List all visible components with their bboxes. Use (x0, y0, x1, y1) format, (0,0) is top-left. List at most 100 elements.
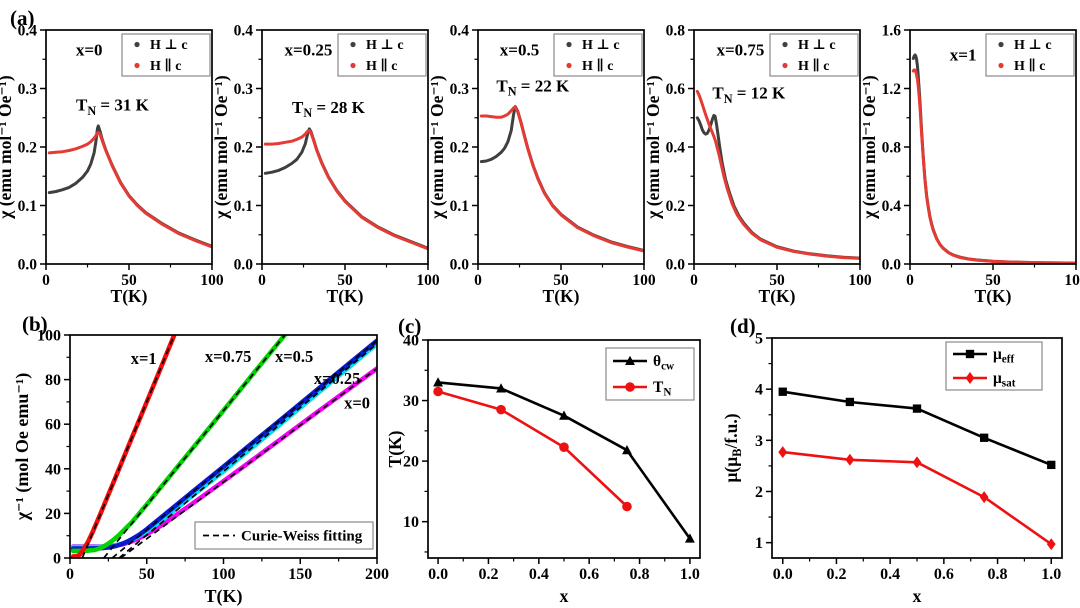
svg-text:T(K): T(K) (205, 586, 243, 607)
svg-text:0: 0 (474, 272, 482, 289)
svg-text:20: 20 (45, 506, 61, 523)
svg-text:0.0: 0.0 (450, 257, 470, 274)
svg-text:0.2: 0.2 (666, 198, 686, 215)
svg-text:5: 5 (755, 331, 763, 348)
svg-text:H ⊥ c: H ⊥ c (150, 38, 188, 53)
svg-text:0.0: 0.0 (666, 257, 686, 274)
svg-text:3: 3 (755, 433, 763, 450)
svg-text:x=1: x=1 (131, 349, 157, 368)
svg-text:H ∥ c: H ∥ c (582, 58, 614, 74)
svg-text:x=0: x=0 (76, 41, 103, 60)
svg-text:0.2: 0.2 (234, 140, 254, 157)
svg-text:0: 0 (42, 272, 50, 289)
svg-text:0.8: 0.8 (882, 140, 902, 157)
svg-text:1.0: 1.0 (680, 566, 700, 583)
svg-text:0.1: 0.1 (234, 198, 253, 215)
svg-text:T(K): T(K) (543, 286, 580, 306)
svg-text:x: x (560, 586, 569, 606)
svg-text:0: 0 (690, 272, 698, 289)
svg-text:0: 0 (66, 566, 74, 583)
svg-text:0.4: 0.4 (18, 23, 38, 40)
svg-text:0.0: 0.0 (234, 257, 254, 274)
panel-label-c: (c) (398, 314, 422, 338)
svg-text:x=0.25: x=0.25 (285, 41, 333, 60)
svg-text:100: 100 (37, 328, 61, 345)
svg-text:0.4: 0.4 (450, 23, 470, 40)
svg-text:0.0: 0.0 (773, 566, 793, 583)
svg-text:100: 100 (848, 272, 872, 289)
svg-text:χ (emu mol⁻¹ Oe⁻¹): χ (emu mol⁻¹ Oe⁻¹) (0, 75, 15, 220)
svg-text:100: 100 (200, 272, 224, 289)
svg-text:1: 1 (755, 535, 763, 552)
svg-text:x: x (913, 586, 922, 606)
svg-text:40: 40 (45, 461, 61, 478)
chart-chi-vs-T-x025: 0 50 100 0.0 0.1 0.2 0.3 0.4 T(K) χ (emu mol⁻¹ Oe… (211, 23, 440, 307)
svg-text:0: 0 (906, 272, 914, 289)
chart-chi-vs-T-x0: 0 50 100 0.0 0.1 0.2 0.3 0.4 T(K) χ (emu mol⁻¹ Oe… (0, 23, 224, 307)
svg-text:x=0.25: x=0.25 (314, 369, 361, 388)
svg-text:0.6: 0.6 (579, 566, 599, 583)
svg-text:50: 50 (139, 566, 155, 583)
svg-text:H ⊥ c: H ⊥ c (366, 38, 404, 53)
svg-text:θcw: θcw (653, 353, 674, 373)
chart-moments-vs-x: 0.0 0.2 0.4 0.6 0.8 1.0 1 2 3 4 5 x μ(μB/f.u.) μeff μs… (721, 331, 1063, 606)
svg-text:x=0.75: x=0.75 (717, 41, 765, 60)
svg-text:0.0: 0.0 (882, 257, 902, 274)
svg-text:80: 80 (45, 372, 61, 389)
svg-text:2: 2 (755, 484, 763, 501)
svg-text:50: 50 (769, 272, 785, 289)
panel-label-d: (d) (730, 314, 756, 338)
svg-text:T(K): T(K) (327, 286, 364, 306)
svg-text:4: 4 (755, 382, 763, 399)
svg-text:H ⊥ c: H ⊥ c (798, 38, 836, 53)
svg-text:T(K): T(K) (759, 286, 796, 306)
svg-text:0.2: 0.2 (826, 566, 846, 583)
svg-text:0.4: 0.4 (234, 23, 254, 40)
svg-text:H ∥ c: H ∥ c (150, 58, 182, 74)
svg-text:H ∥ c: H ∥ c (366, 58, 398, 74)
svg-text:0.8: 0.8 (666, 23, 686, 40)
svg-text:10: 10 (403, 514, 419, 531)
svg-text:0.3: 0.3 (450, 81, 470, 98)
chart-chi-vs-T-x1: 0 50 100 0.0 0.4 0.8 1.2 1.6 T(K) χ (emu mol⁻¹ Oe… (859, 23, 1080, 307)
panel-label-a: (a) (10, 6, 35, 30)
svg-text:0.6: 0.6 (666, 81, 686, 98)
chart-chi-vs-T-x05: 0 50 100 0.0 0.1 0.2 0.3 0.4 T(K) χ (emu mol⁻¹ Oe… (427, 23, 656, 307)
svg-text:0.4: 0.4 (880, 566, 900, 583)
svg-text:50: 50 (553, 272, 569, 289)
svg-text:H ⊥ c: H ⊥ c (1014, 38, 1052, 53)
svg-text:0.4: 0.4 (882, 198, 902, 215)
svg-text:χ (emu mol⁻¹ Oe⁻¹): χ (emu mol⁻¹ Oe⁻¹) (427, 75, 447, 220)
svg-text:100: 100 (1064, 272, 1080, 289)
svg-text:0.3: 0.3 (234, 81, 254, 98)
svg-text:50: 50 (121, 272, 137, 289)
svg-text:TN = 12 K: TN = 12 K (712, 84, 786, 106)
svg-text:0.2: 0.2 (478, 566, 498, 583)
svg-text:100: 100 (632, 272, 656, 289)
svg-text:TN = 28 K: TN = 28 K (292, 98, 366, 120)
svg-text:χ⁻¹ (mol Oe emu⁻¹): χ⁻¹ (mol Oe emu⁻¹) (12, 373, 33, 522)
svg-text:50: 50 (337, 272, 353, 289)
svg-text:T(K): T(K) (975, 286, 1012, 306)
svg-text:H ∥ c: H ∥ c (798, 58, 830, 74)
svg-text:0.8: 0.8 (988, 566, 1008, 583)
svg-text:150: 150 (288, 566, 312, 583)
svg-text:0.1: 0.1 (450, 198, 469, 215)
chart-inverse-chi-curie-weiss: 0 50 100 150 200 0 20 40 60 80 100 T(K) χ⁻¹ (mol Oe … (12, 328, 389, 608)
svg-text:0.4: 0.4 (529, 566, 549, 583)
panel-label-b: (b) (22, 312, 48, 336)
svg-text:0: 0 (258, 272, 266, 289)
svg-text:x=1: x=1 (950, 46, 977, 65)
svg-text:μsat: μsat (993, 370, 1016, 390)
svg-text:H ⊥ c: H ⊥ c (582, 38, 620, 53)
svg-text:0.8: 0.8 (630, 566, 650, 583)
svg-text:x=0.5: x=0.5 (500, 41, 539, 60)
svg-text:1.2: 1.2 (882, 81, 902, 98)
svg-text:0.2: 0.2 (18, 140, 38, 157)
svg-text:μ(μB/f.u.): μ(μB/f.u.) (721, 413, 744, 482)
svg-text:0.0: 0.0 (428, 566, 448, 583)
svg-text:0.1: 0.1 (18, 198, 37, 215)
svg-text:TN = 22 K: TN = 22 K (496, 76, 570, 98)
svg-text:0.6: 0.6 (934, 566, 954, 583)
